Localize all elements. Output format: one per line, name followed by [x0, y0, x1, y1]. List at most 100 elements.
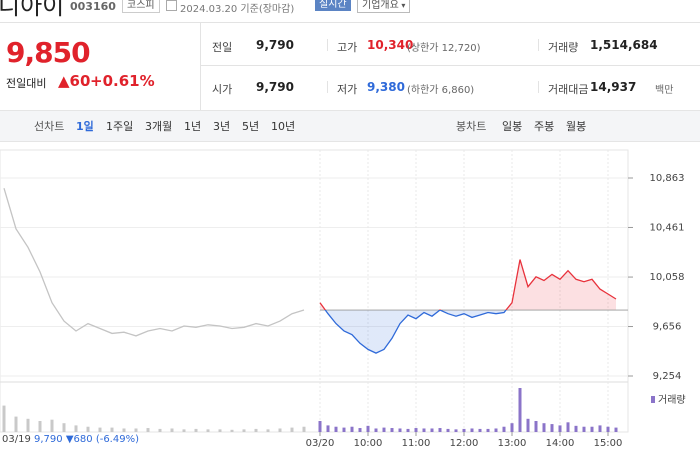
tab-label[interactable]: 봉차트 — [456, 120, 487, 133]
y-tick-label: 9,254 — [653, 371, 682, 382]
volume-bar — [170, 428, 174, 432]
volume-bar — [486, 428, 490, 432]
volume-bar — [242, 429, 246, 432]
tab[interactable]: 1일 — [76, 120, 94, 133]
tab[interactable]: 1주일 — [106, 120, 134, 133]
stat-value: 1,514,684 — [590, 38, 658, 52]
volume-bar — [558, 425, 562, 432]
volume-bar — [254, 428, 258, 432]
change-rate: +0.61% — [90, 72, 155, 90]
volume-bar — [462, 428, 466, 432]
stat-label: 전일 — [212, 41, 233, 54]
tab[interactable]: 3년 — [213, 120, 231, 133]
stock-name: 디아이 — [0, 0, 65, 20]
stat-label: 고가 — [337, 41, 358, 54]
volume-bar — [598, 425, 602, 432]
chart: 9,254 9,656 10,058 10,461 10,863 03/20 10:00 11… — [0, 149, 686, 449]
change: ▲60 — [58, 72, 91, 90]
prev-day-info: 03/19 9,790 ▼680 (-6.49%) — [2, 434, 139, 445]
volume-bar — [542, 423, 546, 432]
tab[interactable]: 1년 — [184, 120, 202, 133]
volume-bar — [358, 428, 362, 432]
volume-bar — [74, 425, 78, 432]
tab[interactable]: 5년 — [242, 120, 260, 133]
company-button[interactable]: 기업개요 — [357, 0, 411, 13]
volume-bar — [230, 429, 234, 432]
price-line — [3, 188, 305, 337]
volume-bar — [398, 428, 402, 432]
y-tick-label: 9,656 — [653, 322, 682, 333]
calendar-icon — [166, 0, 177, 11]
tab[interactable]: 일봉 — [502, 120, 523, 133]
volume-legend-swatch — [651, 396, 655, 403]
stat-value: 9,380 — [367, 80, 405, 94]
volume-bar — [134, 428, 138, 432]
divider — [200, 65, 700, 66]
divider — [200, 22, 201, 110]
volume-bar — [430, 428, 434, 432]
tab[interactable]: 주봉 — [534, 120, 555, 133]
prev-change: ▼680 — [65, 434, 93, 445]
tab[interactable]: 월봉 — [566, 120, 587, 133]
stat-value: 9,790 — [256, 38, 294, 52]
stat-label: 시가 — [212, 83, 233, 96]
volume-bar — [518, 388, 522, 432]
volume-bar — [526, 418, 530, 432]
stat-value: 10,340 — [367, 38, 414, 52]
volume-bar — [574, 425, 578, 432]
x-tick-label: 13:00 — [498, 438, 527, 449]
volume-bar — [566, 422, 570, 432]
tab[interactable]: 3개월 — [145, 120, 173, 133]
market-badge: 코스피 — [122, 0, 160, 13]
stat-note: (상한가 12,720) — [407, 43, 481, 54]
divider — [0, 22, 700, 23]
divider — [327, 39, 328, 51]
stat-value: 9,790 — [256, 80, 294, 94]
volume-bar — [266, 429, 270, 432]
tab-label[interactable]: 선차트 — [34, 120, 65, 133]
prev-rate: (-6.49%) — [95, 434, 139, 445]
volume-bar — [470, 428, 474, 432]
volume-bar — [38, 421, 42, 432]
volume-bar — [614, 427, 618, 432]
volume-bar — [382, 427, 386, 432]
tab[interactable]: 10년 — [271, 120, 296, 133]
stat-value: 14,937 — [590, 80, 637, 94]
volume-bar — [146, 428, 150, 432]
stock-code: 003160 — [70, 0, 116, 13]
volume-bar — [158, 428, 162, 432]
volume-bar — [218, 429, 222, 432]
volume-bar — [438, 428, 442, 432]
volume-bar — [194, 428, 198, 432]
volume-bar — [62, 423, 66, 432]
volume-bar — [2, 405, 6, 432]
x-tick-label: 10:00 — [354, 438, 383, 449]
volume-bar — [590, 426, 594, 432]
y-tick-label: 10,863 — [650, 173, 685, 184]
volume-bar — [390, 428, 394, 432]
volume-bar — [366, 425, 370, 432]
volume-bar — [582, 426, 586, 432]
realtime-button[interactable]: 실시간 — [315, 0, 351, 11]
volume-bar — [50, 419, 54, 432]
x-tick-label: 03/20 — [306, 438, 335, 449]
volume-bar — [454, 429, 458, 432]
volume-bar — [606, 426, 610, 432]
volume-bar — [290, 427, 294, 432]
volume-bar — [446, 428, 450, 432]
x-tick-label: 15:00 — [594, 438, 623, 449]
volume-bar — [110, 427, 114, 432]
stat-note: 백만 — [655, 85, 674, 96]
volume-bar — [502, 426, 506, 432]
volume-bar — [550, 424, 554, 432]
volume-bar — [302, 426, 306, 432]
volume-bar — [534, 421, 538, 432]
x-tick-label: 14:00 — [546, 438, 575, 449]
price-line — [319, 259, 617, 354]
divider — [538, 81, 539, 93]
change-label: 전일대비 — [6, 77, 47, 90]
current-price: 9,850 — [6, 36, 91, 69]
volume-bar — [122, 428, 126, 432]
y-tick-label: 10,461 — [650, 222, 685, 233]
